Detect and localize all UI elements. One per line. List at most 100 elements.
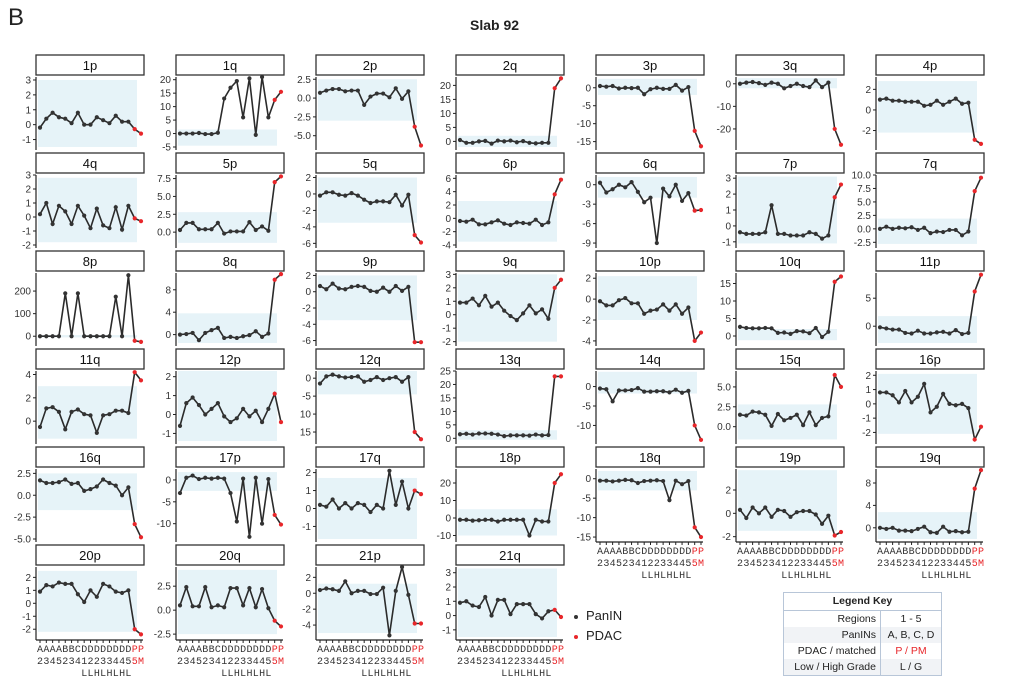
panin-point [343, 579, 348, 584]
x-tick-label: L [265, 669, 271, 680]
y-tick-label: 3 [445, 568, 451, 579]
x-tick-label: L [673, 571, 679, 582]
panin-point [610, 83, 615, 89]
pdac-point [972, 289, 977, 294]
panin-point [330, 497, 335, 502]
panin-point [177, 603, 183, 608]
panel-20q: 20q2.50.0-2.5AAAABBCDDDDDDDDPP2345234122… [154, 544, 285, 680]
x-tick-label: D [781, 547, 787, 558]
pdac-point [412, 340, 417, 345]
panel-21p: 21p20-2-4AAAABBCDDDDDDDDPP23452341223344… [302, 544, 425, 680]
panin-point [756, 410, 762, 415]
panin-point [69, 221, 74, 227]
panel-16q: 16q 2.5 0.0 -2.5 -5.0 [14, 446, 145, 546]
pdac-point [278, 624, 284, 629]
x-tick-label: D [813, 547, 819, 558]
panel-strip [315, 152, 425, 174]
y-tick-label: 2 [865, 371, 871, 382]
x-tick-label: D [921, 547, 927, 558]
y-tick-label: -10 [577, 421, 592, 432]
pdac-point [278, 419, 284, 425]
panin-point [470, 217, 475, 222]
panin-point [330, 281, 335, 286]
panin-point [119, 408, 125, 413]
panin-point [782, 231, 787, 236]
panin-point [387, 376, 392, 381]
x-tick-label: 4 [673, 559, 679, 570]
x-tick-label: A [463, 645, 469, 656]
pdac-point [972, 189, 977, 194]
x-tick-label: D [119, 645, 125, 656]
x-tick-label: 3 [603, 559, 609, 570]
y-tick-label: 0 [165, 330, 171, 341]
y-tick-label: -1 [442, 324, 451, 335]
series-line [599, 387, 702, 441]
pdac-point [272, 180, 277, 185]
panin-point [514, 517, 519, 522]
panin-point [737, 507, 743, 512]
panin-point [826, 414, 831, 419]
y-tick-label: 15 [440, 95, 452, 106]
panin-point [623, 477, 628, 482]
x-tick-label: 1 [781, 559, 787, 570]
panel-1p: 1p 3 2 1 0 -1 [22, 54, 145, 150]
panin-point [381, 285, 386, 290]
panin-range-band [38, 570, 137, 632]
x-tick-label: A [37, 645, 43, 656]
panin-point [349, 375, 354, 380]
y-tick-label: 2 [25, 573, 31, 584]
panin-range-band [598, 78, 697, 95]
x-tick-label: 2 [234, 657, 240, 668]
panin-point [222, 414, 227, 419]
key-label-regions: Regions [783, 610, 881, 627]
panin-point [623, 295, 628, 301]
x-tick-label: P [558, 645, 564, 656]
panin-point [247, 414, 252, 419]
pdac-point [832, 126, 837, 132]
panin-point [533, 311, 538, 316]
panin-point [642, 92, 647, 97]
panel-16p: 16p 2 1 0 -1 -2 [862, 348, 985, 444]
panin-point [94, 115, 99, 120]
y-tick-label: -2 [22, 625, 31, 636]
panin-point [234, 229, 239, 234]
y-tick-label: -5 [582, 101, 591, 112]
panin-point [502, 139, 507, 144]
panin-point [679, 311, 685, 316]
panin-point [794, 81, 799, 86]
x-tick-label: 5 [476, 657, 482, 668]
x-tick-label: L [253, 669, 259, 680]
panel-strip [455, 250, 565, 272]
panin-point [476, 139, 482, 144]
panin-point [533, 217, 538, 222]
pdac-point [558, 277, 564, 282]
panin-point [877, 97, 883, 102]
panin-point [788, 514, 793, 519]
x-tick-label: D [648, 547, 654, 558]
panin-point [807, 508, 812, 514]
panel-strip [315, 544, 425, 566]
panin-point [539, 519, 545, 524]
x-tick-label: 3 [69, 657, 75, 668]
x-tick-label: 2 [37, 657, 43, 668]
panin-point [947, 227, 952, 233]
x-tick-label: L [648, 571, 654, 582]
panin-point [769, 514, 774, 519]
x-tick-labels-row3: LLHLHLHL [781, 571, 832, 582]
y-tick-label: -2.5 [294, 112, 312, 123]
panin-point [769, 203, 774, 208]
panin-point [661, 478, 666, 484]
y-tick-label: 0.0 [717, 422, 731, 433]
x-tick-label: 2 [902, 559, 908, 570]
panin-point [661, 86, 666, 91]
panin-point [947, 529, 952, 534]
y-tick-label: 0 [865, 399, 871, 410]
panin-point [253, 475, 258, 480]
panin-range-band [878, 512, 977, 539]
x-tick-label: 5 [832, 559, 838, 570]
panel-6p: 6p 6 4 2 0 -2 -4 [442, 152, 565, 252]
x-tick-label: 5 [405, 657, 411, 668]
panin-point [546, 140, 551, 145]
panin-point [203, 330, 208, 336]
x-tick-label: D [259, 645, 265, 656]
